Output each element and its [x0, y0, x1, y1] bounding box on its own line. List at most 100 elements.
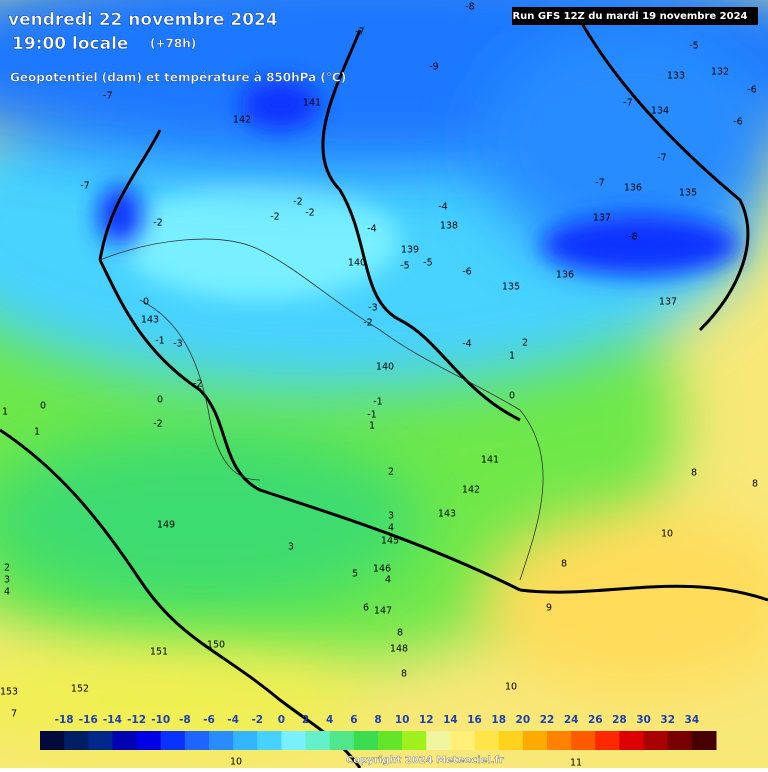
lead-time: (+78h) [150, 37, 196, 51]
isotherm [98, 129, 162, 261]
temperature-label: -3 [173, 339, 182, 350]
temperature-label: -1 [373, 397, 382, 408]
isotherm [0, 428, 362, 769]
temperature-label: 0 [509, 391, 515, 402]
run-box [512, 7, 758, 25]
legend-swatch [329, 731, 355, 750]
legend-label: 2 [302, 714, 309, 726]
geopotential-label: 137 [659, 297, 677, 308]
geopotential-label: 136 [556, 270, 574, 281]
legend-swatch [378, 731, 403, 750]
temperature-label: -6 [462, 267, 471, 278]
legend-label: -10 [151, 714, 170, 726]
geopotential-label: 141 [481, 455, 499, 466]
legend-label: 22 [540, 714, 555, 726]
temperature-label: 8 [691, 468, 697, 479]
geopotential-label: 135 [502, 282, 520, 293]
temperature-label: -2 [305, 208, 314, 219]
temperature-label: 2 [522, 338, 528, 349]
isotherm [519, 584, 768, 602]
legend-swatch [402, 731, 427, 750]
legend-label: -4 [227, 714, 239, 726]
legend-swatch [184, 731, 210, 750]
legend-swatch [209, 731, 234, 750]
temperature-label: 0 [157, 395, 163, 406]
temperature-label: 2 [388, 467, 394, 478]
temperature-label: 4 [388, 523, 394, 534]
legend-label: 30 [636, 714, 651, 726]
temperature-label: 11 [570, 758, 582, 769]
time: 19:00 locale [12, 34, 128, 54]
temperature-label: 9 [546, 603, 552, 614]
geopotential-label: 153 [0, 687, 18, 698]
legend-label: 8 [374, 714, 381, 726]
legend-label: 12 [419, 714, 434, 726]
legend-swatch [160, 731, 186, 750]
geopotential-label: 146 [373, 564, 391, 575]
temperature-label: 1 [369, 421, 375, 432]
legend-label: 14 [443, 714, 458, 726]
legend-label: -18 [55, 714, 74, 726]
legend-swatch [305, 731, 331, 750]
geopotential-label: 143 [438, 509, 456, 520]
legend-swatch [136, 731, 162, 750]
legend-label: -16 [79, 714, 98, 726]
legend-swatch [112, 731, 138, 750]
legend-label: -14 [103, 714, 122, 726]
legend-swatch [571, 731, 596, 750]
geopotential-label: 133 [667, 71, 685, 82]
temperature-label: 6 [363, 603, 369, 614]
temperature-label: -2 [293, 197, 302, 208]
temperature-label: -5 [400, 261, 409, 272]
legend-swatch [498, 731, 524, 750]
temperature-label: -5 [689, 41, 698, 52]
legend-label: 0 [278, 714, 285, 726]
geopotential-label: 142 [233, 115, 251, 126]
temperature-label: -1 [367, 410, 376, 421]
geopotential-label: 143 [141, 315, 159, 326]
temperature-label: 10 [661, 529, 673, 540]
temperature-label: 5 [352, 569, 358, 580]
geopotential-label: 138 [440, 221, 458, 232]
legend-label: 28 [612, 714, 627, 726]
temperature-label: 1 [509, 351, 515, 362]
legend-swatch [233, 731, 258, 750]
geopotential-label: 148 [390, 644, 408, 655]
temperature-label: -7 [355, 27, 364, 38]
geopotential-label: 147 [374, 606, 392, 617]
temperature-label: -1 [155, 336, 164, 347]
temperature-label: 7 [11, 709, 17, 720]
legend-swatch [522, 731, 548, 750]
coastline [99, 238, 544, 581]
legend-swatch [88, 731, 113, 750]
geopotential-label: 142 [462, 485, 480, 496]
legend-label: 32 [660, 714, 675, 726]
temperature-label: -7 [103, 91, 112, 102]
legend-swatch [691, 731, 717, 750]
temperature-label: 1 [2, 407, 8, 418]
temperature-label: 10 [505, 682, 517, 693]
temperature-label: 0 [143, 297, 149, 308]
subtitle: Geopotentiel (dam) et température à 850h… [10, 71, 346, 85]
legend-swatch [353, 731, 379, 750]
legend-label: 20 [516, 714, 531, 726]
temperature-label: -4 [462, 339, 471, 350]
temperature-label: -4 [367, 224, 376, 235]
temperature-label: -7 [657, 153, 666, 164]
copyright: Copyright 2024 Meteociel.fr [346, 755, 504, 766]
coastlines [99, 238, 544, 581]
temperature-label: 3 [388, 511, 394, 522]
legend-label: 10 [395, 714, 410, 726]
temperature-label: 8 [401, 669, 407, 680]
legend-label: -6 [203, 714, 215, 726]
temperature-label: -2 [153, 218, 162, 229]
geopotential-label: 152 [71, 684, 89, 695]
geopotential-label: 140 [348, 258, 366, 269]
temperature-label: -8 [465, 2, 474, 13]
geopotential-label: 137 [593, 213, 611, 224]
legend-swatch [643, 731, 669, 750]
temperature-label: -7 [623, 98, 632, 109]
legend-swatch [619, 731, 645, 750]
geopotential-label: 132 [711, 67, 729, 78]
